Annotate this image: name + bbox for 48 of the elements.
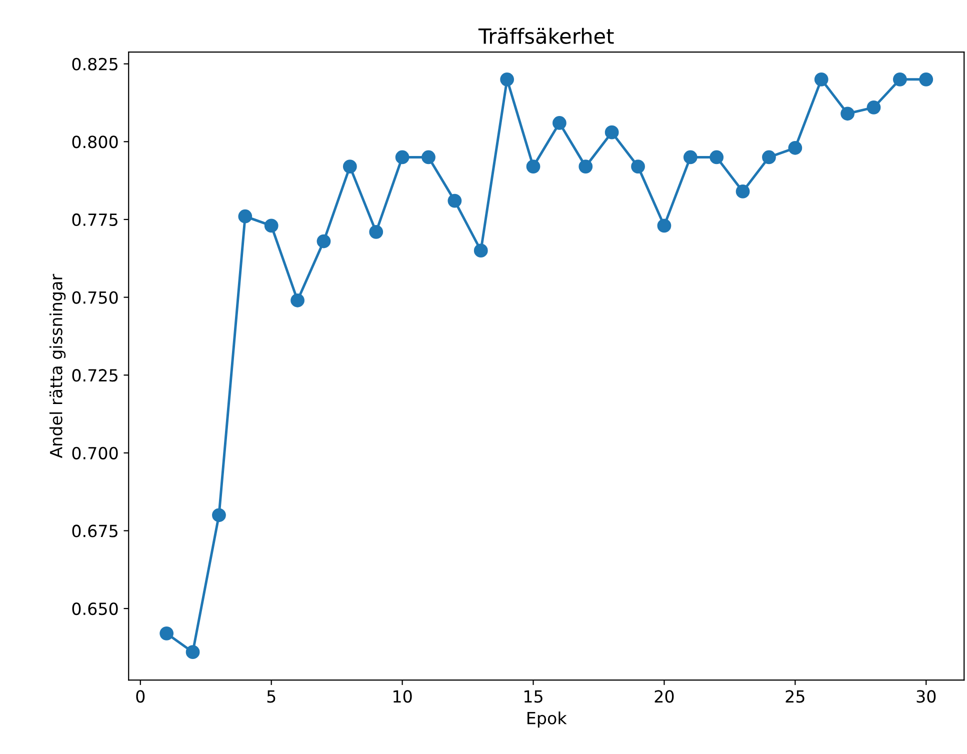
point bbox=[212, 508, 226, 522]
y-tick-label: 0.825 bbox=[72, 58, 118, 70]
x-tick-label: 25 bbox=[786, 690, 804, 703]
point bbox=[814, 72, 828, 86]
point bbox=[866, 100, 881, 114]
y-tick-label: 0.725 bbox=[72, 369, 118, 382]
y-axis-title: Andel rätta gissningar bbox=[49, 274, 66, 458]
point bbox=[264, 218, 278, 233]
y-tick-label: 0.800 bbox=[72, 136, 118, 148]
y-tick-label: 0.700 bbox=[72, 446, 118, 460]
point bbox=[422, 150, 436, 164]
point bbox=[710, 150, 724, 164]
point bbox=[604, 125, 619, 140]
point bbox=[474, 244, 488, 258]
point bbox=[526, 160, 540, 174]
point bbox=[683, 150, 698, 164]
point bbox=[919, 72, 934, 86]
point bbox=[342, 160, 357, 174]
x-tick-label: 20 bbox=[654, 690, 674, 703]
y-tick-label: 0.650 bbox=[72, 602, 118, 616]
point bbox=[160, 626, 174, 640]
y-tick-label: 0.750 bbox=[72, 291, 118, 304]
x-tick-label: 15 bbox=[524, 690, 542, 703]
x-tick-label: 0 bbox=[136, 690, 145, 703]
x-axis-title: Epok bbox=[528, 712, 567, 728]
point bbox=[448, 194, 462, 208]
y-tick-label: 0.675 bbox=[72, 524, 118, 538]
x-tick-label: 5 bbox=[267, 690, 276, 703]
point bbox=[395, 150, 410, 164]
point bbox=[369, 224, 384, 239]
x-tick-label: 30 bbox=[916, 690, 936, 703]
point bbox=[631, 160, 645, 174]
chart-title: Träffsäkerhet bbox=[478, 28, 614, 44]
point bbox=[788, 140, 802, 155]
point bbox=[578, 160, 593, 174]
point bbox=[736, 184, 750, 198]
point bbox=[238, 209, 252, 224]
y-tick-label: 0.775 bbox=[72, 213, 118, 226]
x-tick-label: 10 bbox=[394, 690, 412, 703]
point bbox=[892, 72, 907, 86]
point bbox=[500, 72, 514, 86]
point bbox=[552, 116, 566, 130]
point bbox=[657, 218, 672, 233]
point bbox=[762, 150, 776, 164]
point bbox=[290, 293, 304, 308]
point bbox=[316, 234, 331, 248]
point bbox=[840, 106, 854, 121]
point bbox=[186, 645, 200, 660]
